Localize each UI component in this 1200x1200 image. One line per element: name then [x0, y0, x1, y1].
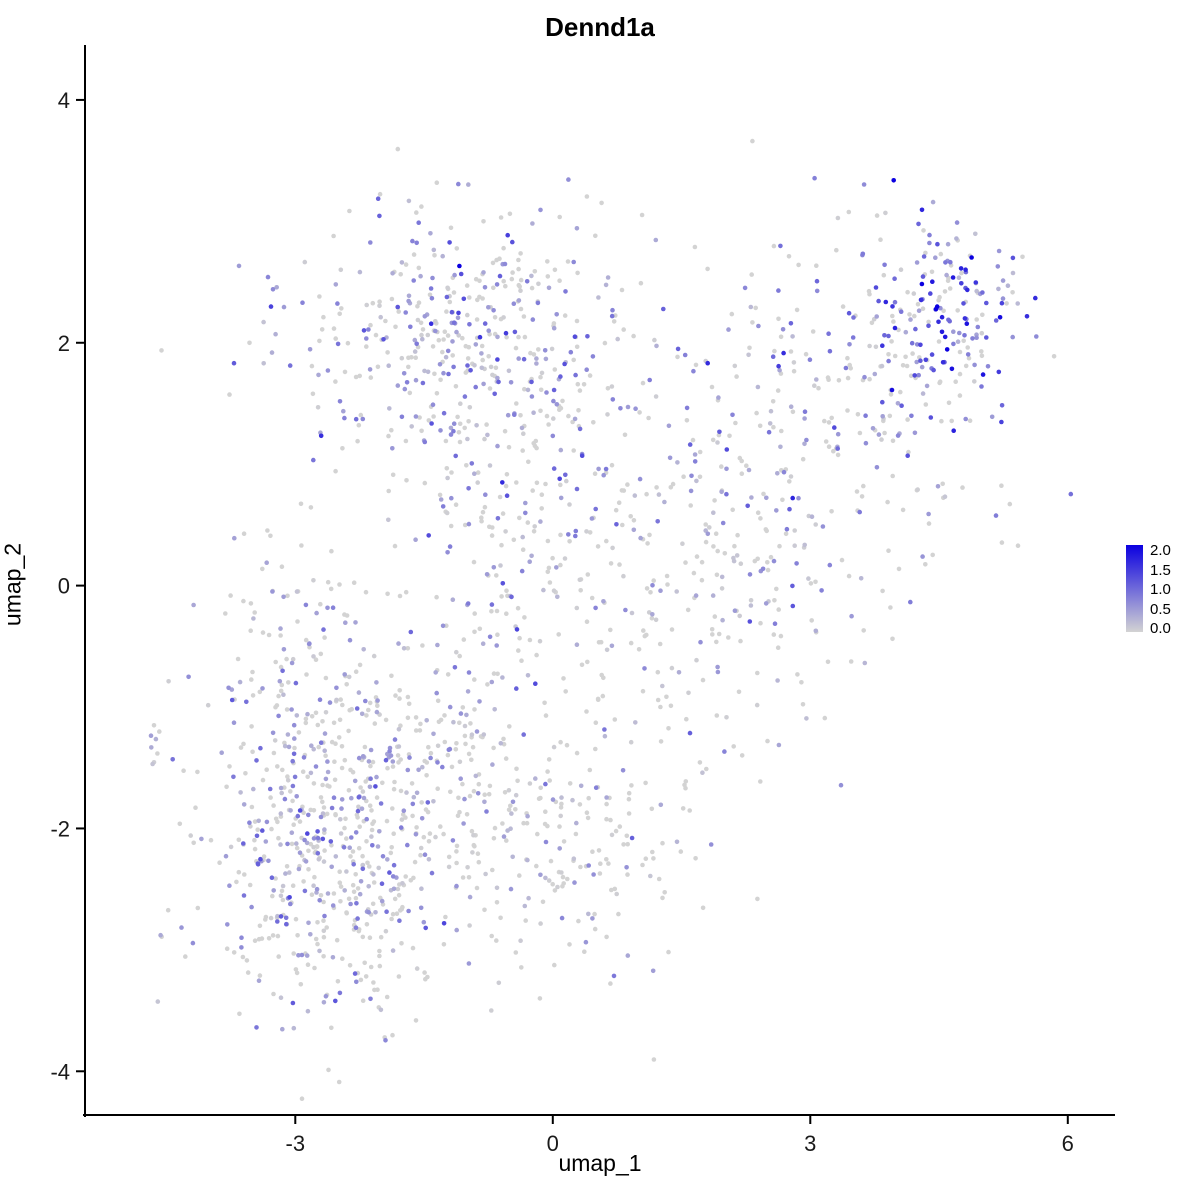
- x-axis-title: umap_1: [558, 1150, 642, 1176]
- y-axis-title: umap_2: [0, 542, 26, 627]
- svg-text:-3: -3: [286, 1131, 306, 1156]
- scatter-points: [148, 138, 1074, 1101]
- colorbar-label: 0.0: [1150, 620, 1171, 637]
- svg-text:0: 0: [58, 574, 70, 599]
- colorbar-label: 0.5: [1150, 600, 1171, 618]
- svg-text:0: 0: [547, 1131, 559, 1156]
- plot-title: Dennd1a: [545, 12, 655, 42]
- svg-text:2: 2: [58, 331, 70, 356]
- svg-text:-4: -4: [50, 1059, 70, 1084]
- axes: -3 0 3 6 -4 -2 0 2 4: [50, 45, 1115, 1156]
- colorbar-labels: 2.0 1.5 1.0 0.5 0.0: [1150, 541, 1171, 639]
- colorbar-label: 1.5: [1150, 561, 1171, 579]
- svg-text:6: 6: [1062, 1131, 1074, 1156]
- svg-text:-2: -2: [50, 816, 70, 841]
- colorbar-label: 1.0: [1150, 581, 1171, 598]
- colorbar-label: 2.0: [1150, 542, 1171, 559]
- svg-text:3: 3: [804, 1131, 816, 1156]
- colorbar-gradient: [1126, 545, 1143, 632]
- svg-text:4: 4: [58, 88, 70, 113]
